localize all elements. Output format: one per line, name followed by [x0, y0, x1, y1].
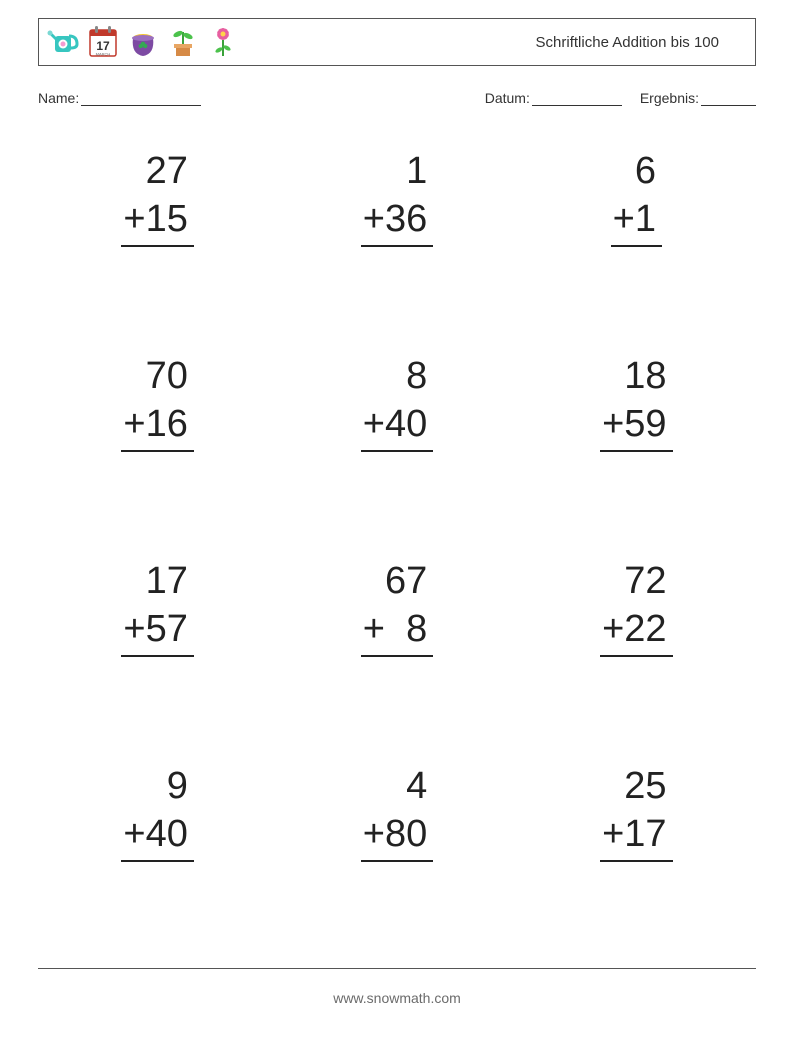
addition-problem: 18+59 — [600, 353, 672, 486]
addend-top: 8 — [361, 353, 433, 401]
addend-top: 1 — [361, 148, 433, 196]
addend-bottom: +22 — [600, 606, 672, 658]
answer-blank[interactable] — [600, 862, 672, 896]
answer-blank[interactable] — [361, 247, 433, 281]
result-blank[interactable] — [701, 105, 756, 106]
addition-problem: 1+36 — [361, 148, 433, 281]
addend-top: 6 — [611, 148, 662, 196]
addend-bottom: +1 — [611, 196, 662, 248]
addition-problem: 17+57 — [121, 558, 193, 691]
problem-cell: 8+40 — [277, 353, 516, 486]
footer-text: www.snowmath.com — [0, 990, 794, 1006]
addition-problem: 25+17 — [600, 763, 672, 896]
name-label: Name: — [38, 90, 79, 106]
addend-top: 67 — [361, 558, 433, 606]
problem-cell: 67+ 8 — [277, 558, 516, 691]
answer-blank[interactable] — [361, 452, 433, 486]
addend-bottom: +36 — [361, 196, 433, 248]
addend-bottom: +17 — [600, 811, 672, 863]
addend-bottom: +80 — [361, 811, 433, 863]
addition-problem: 70+16 — [121, 353, 193, 486]
problem-cell: 17+57 — [38, 558, 277, 691]
date-field: Datum: — [485, 90, 622, 106]
problem-cell: 1+36 — [277, 148, 516, 281]
problem-cell: 4+80 — [277, 763, 516, 896]
addition-problem: 72+22 — [600, 558, 672, 691]
answer-blank[interactable] — [600, 452, 672, 486]
addend-top: 18 — [600, 353, 672, 401]
problem-cell: 72+22 — [517, 558, 756, 691]
name-blank[interactable] — [81, 105, 201, 106]
addend-top: 72 — [600, 558, 672, 606]
addition-problem: 9+40 — [121, 763, 193, 896]
addend-top: 25 — [600, 763, 672, 811]
addend-bottom: +40 — [121, 811, 193, 863]
svg-text:MARCH: MARCH — [96, 52, 111, 57]
answer-blank[interactable] — [600, 657, 672, 691]
result-field: Ergebnis: — [640, 90, 756, 106]
info-row: Name: Datum: Ergebnis: — [38, 90, 756, 106]
addition-problem: 8+40 — [361, 353, 433, 486]
problem-cell: 27+15 — [38, 148, 277, 281]
addition-problem: 4+80 — [361, 763, 433, 896]
page-title: Schriftliche Addition bis 100 — [536, 34, 719, 51]
addition-problem: 67+ 8 — [361, 558, 433, 691]
problem-cell: 18+59 — [517, 353, 756, 486]
pot-of-gold-icon — [127, 24, 159, 60]
addend-top: 70 — [121, 353, 193, 401]
sprout-icon — [167, 24, 199, 60]
problem-cell: 25+17 — [517, 763, 756, 896]
footer-divider — [38, 968, 756, 969]
addend-bottom: +15 — [121, 196, 193, 248]
addend-bottom: +59 — [600, 401, 672, 453]
answer-blank[interactable] — [361, 862, 433, 896]
addend-bottom: +57 — [121, 606, 193, 658]
name-field: Name: — [38, 90, 485, 106]
calendar-icon: 17 MARCH — [87, 24, 119, 60]
worksheet-page: 17 MARCH — [0, 0, 794, 1053]
result-label: Ergebnis: — [640, 90, 699, 106]
date-blank[interactable] — [532, 105, 622, 106]
header-icon-row: 17 MARCH — [47, 24, 239, 60]
problem-cell: 6+1 — [517, 148, 756, 281]
problems-grid: 27+15 1+366+170+16 8+4018+5917+5767+ 872… — [38, 148, 756, 896]
answer-blank[interactable] — [121, 247, 193, 281]
answer-blank[interactable] — [121, 452, 193, 486]
addend-top: 4 — [361, 763, 433, 811]
addend-top: 27 — [121, 148, 193, 196]
addition-problem: 6+1 — [611, 148, 662, 281]
addend-bottom: +40 — [361, 401, 433, 453]
answer-blank[interactable] — [611, 247, 662, 281]
addition-problem: 27+15 — [121, 148, 193, 281]
answer-blank[interactable] — [361, 657, 433, 691]
problem-cell: 9+40 — [38, 763, 277, 896]
addend-bottom: + 8 — [361, 606, 433, 658]
answer-blank[interactable] — [121, 862, 193, 896]
header-box: 17 MARCH — [38, 18, 756, 66]
problem-cell: 70+16 — [38, 353, 277, 486]
answer-blank[interactable] — [121, 657, 193, 691]
addend-top: 17 — [121, 558, 193, 606]
addend-top: 9 — [121, 763, 193, 811]
date-label: Datum: — [485, 90, 530, 106]
watering-can-icon — [47, 24, 79, 60]
addend-bottom: +16 — [121, 401, 193, 453]
flower-icon — [207, 24, 239, 60]
